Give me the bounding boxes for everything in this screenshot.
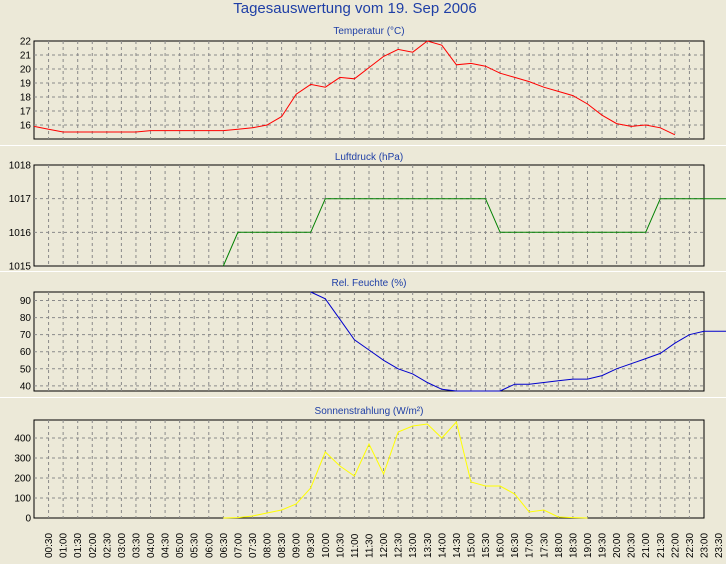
x-tick-label: 03:30 — [132, 533, 143, 558]
x-tick-label: 16:30 — [510, 533, 521, 558]
x-tick-label: 03:00 — [117, 533, 128, 558]
x-tick-label: 09:30 — [306, 533, 317, 558]
x-tick-label: 01:00 — [59, 533, 70, 558]
y-ticks-humidity: 40 50 60 70 80 90 — [20, 296, 32, 392]
x-tick-label: 06:30 — [219, 533, 230, 558]
x-axis-time-labels: 00:30 01:00 01:30 02:00 02:30 03:00 03:30 04:00… — [44, 533, 725, 558]
x-tick-label: 14:00 — [437, 533, 448, 558]
x-tick-label: 19:30 — [598, 533, 609, 558]
chart-title-solar-radiation: Sonnenstrahlung (W/m²) — [315, 406, 424, 417]
chart-temperature: Temperatur (°C) 16 17 18 19 20 21 22 — [20, 26, 705, 140]
y-tick-label: 70 — [20, 330, 32, 341]
x-tick-label: 04:30 — [161, 533, 172, 558]
x-tick-label: 16:00 — [496, 533, 507, 558]
grid-humidity — [34, 292, 704, 391]
x-tick-label: 07:00 — [233, 533, 244, 558]
y-tick-label: 1017 — [9, 194, 32, 205]
y-tick-label: 22 — [20, 37, 32, 48]
panel-divider — [0, 397, 726, 398]
x-tick-label: 13:30 — [423, 533, 434, 558]
y-tick-label: 0 — [25, 514, 31, 525]
x-tick-label: 11:00 — [350, 533, 361, 558]
x-tick-label: 21:30 — [656, 533, 667, 558]
x-tick-label: 14:30 — [452, 533, 463, 558]
x-tick-label: 21:00 — [641, 533, 652, 558]
chart-title-temperature: Temperatur (°C) — [333, 26, 404, 37]
x-tick-label: 22:30 — [685, 533, 696, 558]
x-tick-label: 17:00 — [525, 533, 536, 558]
series-line-pressure — [222, 198, 726, 267]
chart-humidity: Rel. Feuchte (%) 40 50 60 70 80 90 — [20, 278, 726, 392]
panel-divider — [0, 271, 726, 272]
chart-title-pressure: Luftdruck (hPa) — [335, 152, 403, 163]
x-tick-label: 12:30 — [394, 533, 405, 558]
y-ticks-temperature: 16 17 18 19 20 21 22 — [20, 37, 32, 132]
page-title: Tagesauswertung vom 19. Sep 2006 — [233, 0, 477, 17]
y-tick-label: 19 — [20, 79, 32, 90]
x-tick-label: 08:30 — [277, 533, 288, 558]
x-tick-label: 15:00 — [467, 533, 478, 558]
x-tick-label: 23:30 — [714, 533, 725, 558]
x-tick-label: 23:00 — [700, 533, 711, 558]
y-tick-label: 20 — [20, 65, 32, 76]
x-tick-label: 18:30 — [568, 533, 579, 558]
y-tick-label: 40 — [20, 381, 32, 392]
x-tick-label: 13:00 — [408, 533, 419, 558]
y-tick-label: 60 — [20, 347, 32, 358]
panel-divider — [0, 145, 726, 146]
x-tick-label: 08:00 — [263, 533, 274, 558]
y-tick-label: 80 — [20, 313, 32, 324]
x-tick-label: 07:30 — [248, 533, 259, 558]
x-tick-label: 18:00 — [554, 533, 565, 558]
x-tick-label: 20:30 — [627, 533, 638, 558]
x-tick-label: 22:00 — [670, 533, 681, 558]
x-tick-label: 15:30 — [481, 533, 492, 558]
grid-temperature — [34, 41, 704, 139]
y-tick-label: 18 — [20, 93, 32, 104]
y-tick-label: 400 — [14, 434, 31, 445]
x-tick-label: 11:30 — [365, 533, 376, 558]
series-line-solar-radiation — [223, 420, 588, 519]
grid-solar-radiation — [34, 420, 704, 518]
x-tick-label: 10:00 — [321, 533, 332, 558]
y-tick-label: 21 — [20, 51, 32, 62]
x-tick-label: 00:30 — [44, 533, 55, 558]
y-tick-label: 200 — [14, 474, 31, 485]
y-tick-label: 1018 — [9, 161, 32, 172]
x-tick-label: 20:00 — [612, 533, 623, 558]
y-tick-label: 90 — [20, 296, 32, 307]
y-tick-label: 16 — [20, 121, 32, 132]
y-tick-label: 1016 — [9, 228, 32, 239]
x-tick-label: 10:30 — [335, 533, 346, 558]
y-tick-label: 17 — [20, 107, 32, 118]
y-tick-label: 300 — [14, 454, 31, 465]
y-tick-label: 1015 — [9, 262, 32, 273]
x-tick-label: 17:30 — [539, 533, 550, 558]
y-tick-label: 100 — [14, 494, 31, 505]
series-line-humidity — [310, 291, 726, 392]
chart-pressure: Luftdruck (hPa) 1015 1016 1017 1018 — [9, 152, 726, 273]
x-tick-label: 05:00 — [175, 533, 186, 558]
y-ticks-pressure: 1015 1016 1017 1018 — [9, 161, 32, 273]
x-tick-label: 02:00 — [88, 533, 99, 558]
x-tick-label: 12:00 — [379, 533, 390, 558]
x-tick-label: 19:00 — [583, 533, 594, 558]
x-tick-label: 01:30 — [73, 533, 84, 558]
x-tick-label: 04:00 — [146, 533, 157, 558]
chart-solar-radiation: Sonnenstrahlung (W/m²) 0 100 200 300 400 — [14, 406, 705, 525]
series-line-temperature — [33, 40, 676, 136]
y-tick-label: 50 — [20, 364, 32, 375]
y-ticks-solar-radiation: 0 100 200 300 400 — [14, 434, 31, 525]
x-tick-label: 02:30 — [102, 533, 113, 558]
x-tick-label: 06:00 — [204, 533, 215, 558]
x-tick-label: 05:30 — [190, 533, 201, 558]
x-tick-label: 09:00 — [292, 533, 303, 558]
chart-title-humidity: Rel. Feuchte (%) — [331, 278, 406, 289]
